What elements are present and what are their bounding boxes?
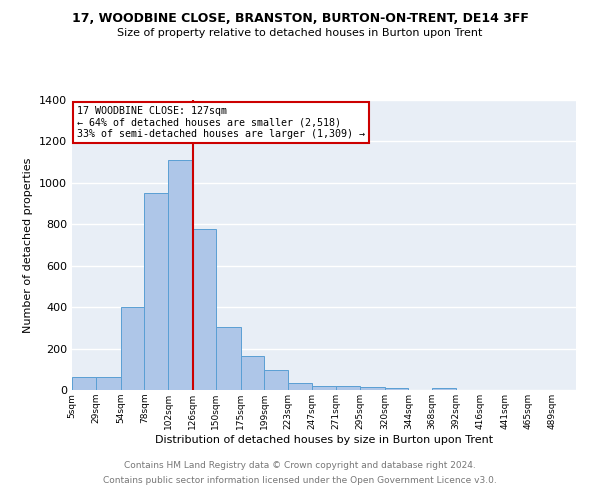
Bar — [265, 370, 288, 390]
Bar — [96, 376, 121, 390]
Bar — [312, 386, 336, 390]
Bar — [360, 387, 385, 390]
Bar — [241, 356, 265, 390]
Text: Contains public sector information licensed under the Open Government Licence v3: Contains public sector information licen… — [103, 476, 497, 485]
Bar — [216, 327, 241, 390]
X-axis label: Distribution of detached houses by size in Burton upon Trent: Distribution of detached houses by size … — [155, 434, 493, 444]
Bar — [192, 230, 216, 390]
Text: 17, WOODBINE CLOSE, BRANSTON, BURTON-ON-TRENT, DE14 3FF: 17, WOODBINE CLOSE, BRANSTON, BURTON-ON-… — [71, 12, 529, 26]
Text: Size of property relative to detached houses in Burton upon Trent: Size of property relative to detached ho… — [118, 28, 482, 38]
Bar — [385, 388, 409, 390]
Bar — [145, 193, 168, 390]
Y-axis label: Number of detached properties: Number of detached properties — [23, 158, 34, 332]
Bar — [432, 388, 456, 390]
Bar — [168, 160, 192, 390]
Bar — [288, 383, 312, 390]
Bar — [72, 376, 96, 390]
Text: Contains HM Land Registry data © Crown copyright and database right 2024.: Contains HM Land Registry data © Crown c… — [124, 461, 476, 470]
Bar — [336, 386, 360, 390]
Bar — [121, 307, 145, 390]
Text: 17 WOODBINE CLOSE: 127sqm
← 64% of detached houses are smaller (2,518)
33% of se: 17 WOODBINE CLOSE: 127sqm ← 64% of detac… — [77, 106, 365, 139]
